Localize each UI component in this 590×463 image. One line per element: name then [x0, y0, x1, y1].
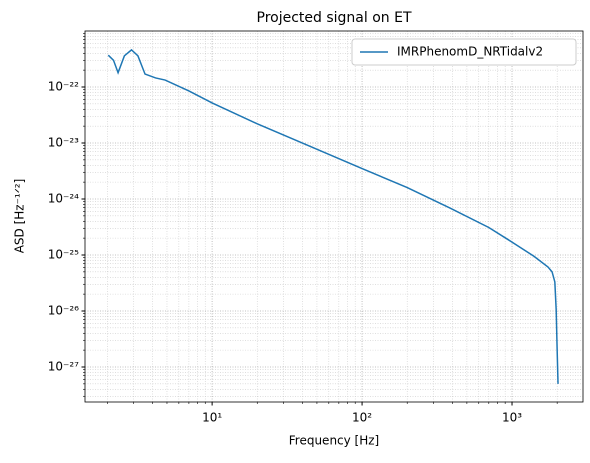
- plot-frame: [84, 30, 584, 403]
- x-tick-label: 10²: [352, 411, 372, 425]
- y-tick-label: 10⁻²⁴: [48, 191, 79, 205]
- y-tick-label: 10⁻²⁶: [48, 303, 79, 317]
- x-axis-label: Frequency [Hz]: [289, 434, 380, 448]
- legend-label: IMRPhenomD_NRTidalv2: [397, 45, 543, 59]
- y-tick-label: 10⁻²⁵: [48, 247, 79, 261]
- y-tick-label: 10⁻²³: [48, 135, 79, 149]
- y-tick-label: 10⁻²²: [48, 79, 79, 93]
- x-tick-label: 10¹: [202, 411, 222, 425]
- line: [107, 48, 559, 384]
- chart-title: Projected signal on ET: [257, 10, 412, 26]
- y-tick-label: 10⁻²⁷: [48, 359, 79, 373]
- x-tick-label: 10³: [502, 411, 522, 425]
- legend-box: [351, 38, 577, 66]
- y-axis-label: ASD [Hz⁻¹ᐟ²]: [13, 179, 27, 254]
